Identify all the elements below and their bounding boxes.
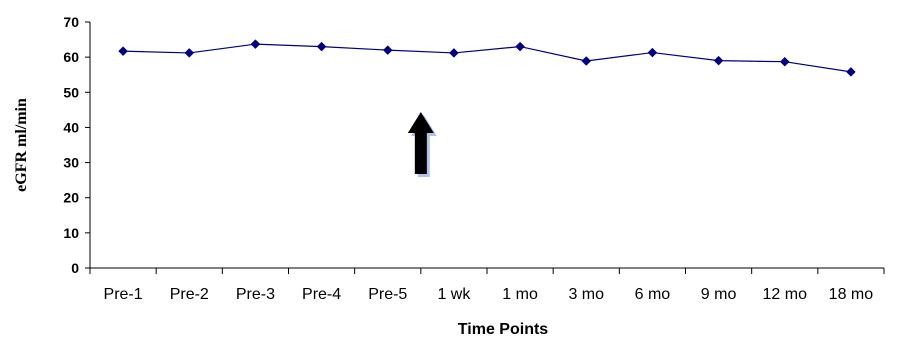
x-tick-label: 1 mo xyxy=(502,286,538,303)
data-point-pre-1 xyxy=(118,46,128,57)
y-tick-label: 10 xyxy=(63,225,79,241)
x-tick-label: 18 mo xyxy=(829,286,874,303)
data-point-pre-3 xyxy=(250,39,261,49)
x-axis: Pre-1 Pre-2 Pre-3 Pre-4 Pre-5 1 wk 1 mo 3 mo 6 m… xyxy=(89,267,885,303)
series-layer xyxy=(118,39,856,77)
x-tick-label: Pre-4 xyxy=(302,286,341,303)
x-tick-label: 6 mo xyxy=(635,286,671,303)
data-point-12-mo xyxy=(779,56,790,67)
x-tick-label: Pre-5 xyxy=(368,286,407,303)
y-tick-label: 60 xyxy=(63,49,79,65)
data-point-1-mo xyxy=(515,41,525,52)
data-point-pre-2 xyxy=(184,48,195,58)
data-point-pre-4 xyxy=(316,41,327,52)
data-point-pre-5 xyxy=(382,45,393,55)
data-point-1-wk xyxy=(449,48,459,58)
y-tick-label: 20 xyxy=(63,190,79,206)
data-point-18-mo xyxy=(846,67,856,77)
y-axis: 0 10 20 30 40 50 60 70 xyxy=(63,14,91,276)
series-line xyxy=(123,43,852,73)
x-tick-label: 1 wk xyxy=(437,286,471,303)
data-point-6-mo xyxy=(647,47,658,58)
y-tick-label: 40 xyxy=(63,119,79,135)
x-tick-label: Pre-2 xyxy=(170,286,209,303)
y-tick-label: 30 xyxy=(63,155,79,171)
annotation-layer xyxy=(407,112,437,177)
x-tick-label: 9 mo xyxy=(701,286,737,303)
y-axis-title: eGFR ml/min xyxy=(13,98,30,192)
x-tick-label: 3 mo xyxy=(568,286,604,303)
data-point-9-mo xyxy=(713,55,724,66)
x-tick-label: Pre-1 xyxy=(104,286,143,303)
data-point-3-mo xyxy=(581,56,592,66)
y-tick-label: 50 xyxy=(63,84,79,100)
x-tick-label: 12 mo xyxy=(763,286,808,303)
up-arrow-icon xyxy=(407,112,434,174)
y-tick-label: 70 xyxy=(63,14,79,30)
x-tick-label: Pre-3 xyxy=(236,286,275,303)
y-tick-label: 0 xyxy=(71,260,79,276)
x-axis-title: Time Points xyxy=(458,321,548,338)
